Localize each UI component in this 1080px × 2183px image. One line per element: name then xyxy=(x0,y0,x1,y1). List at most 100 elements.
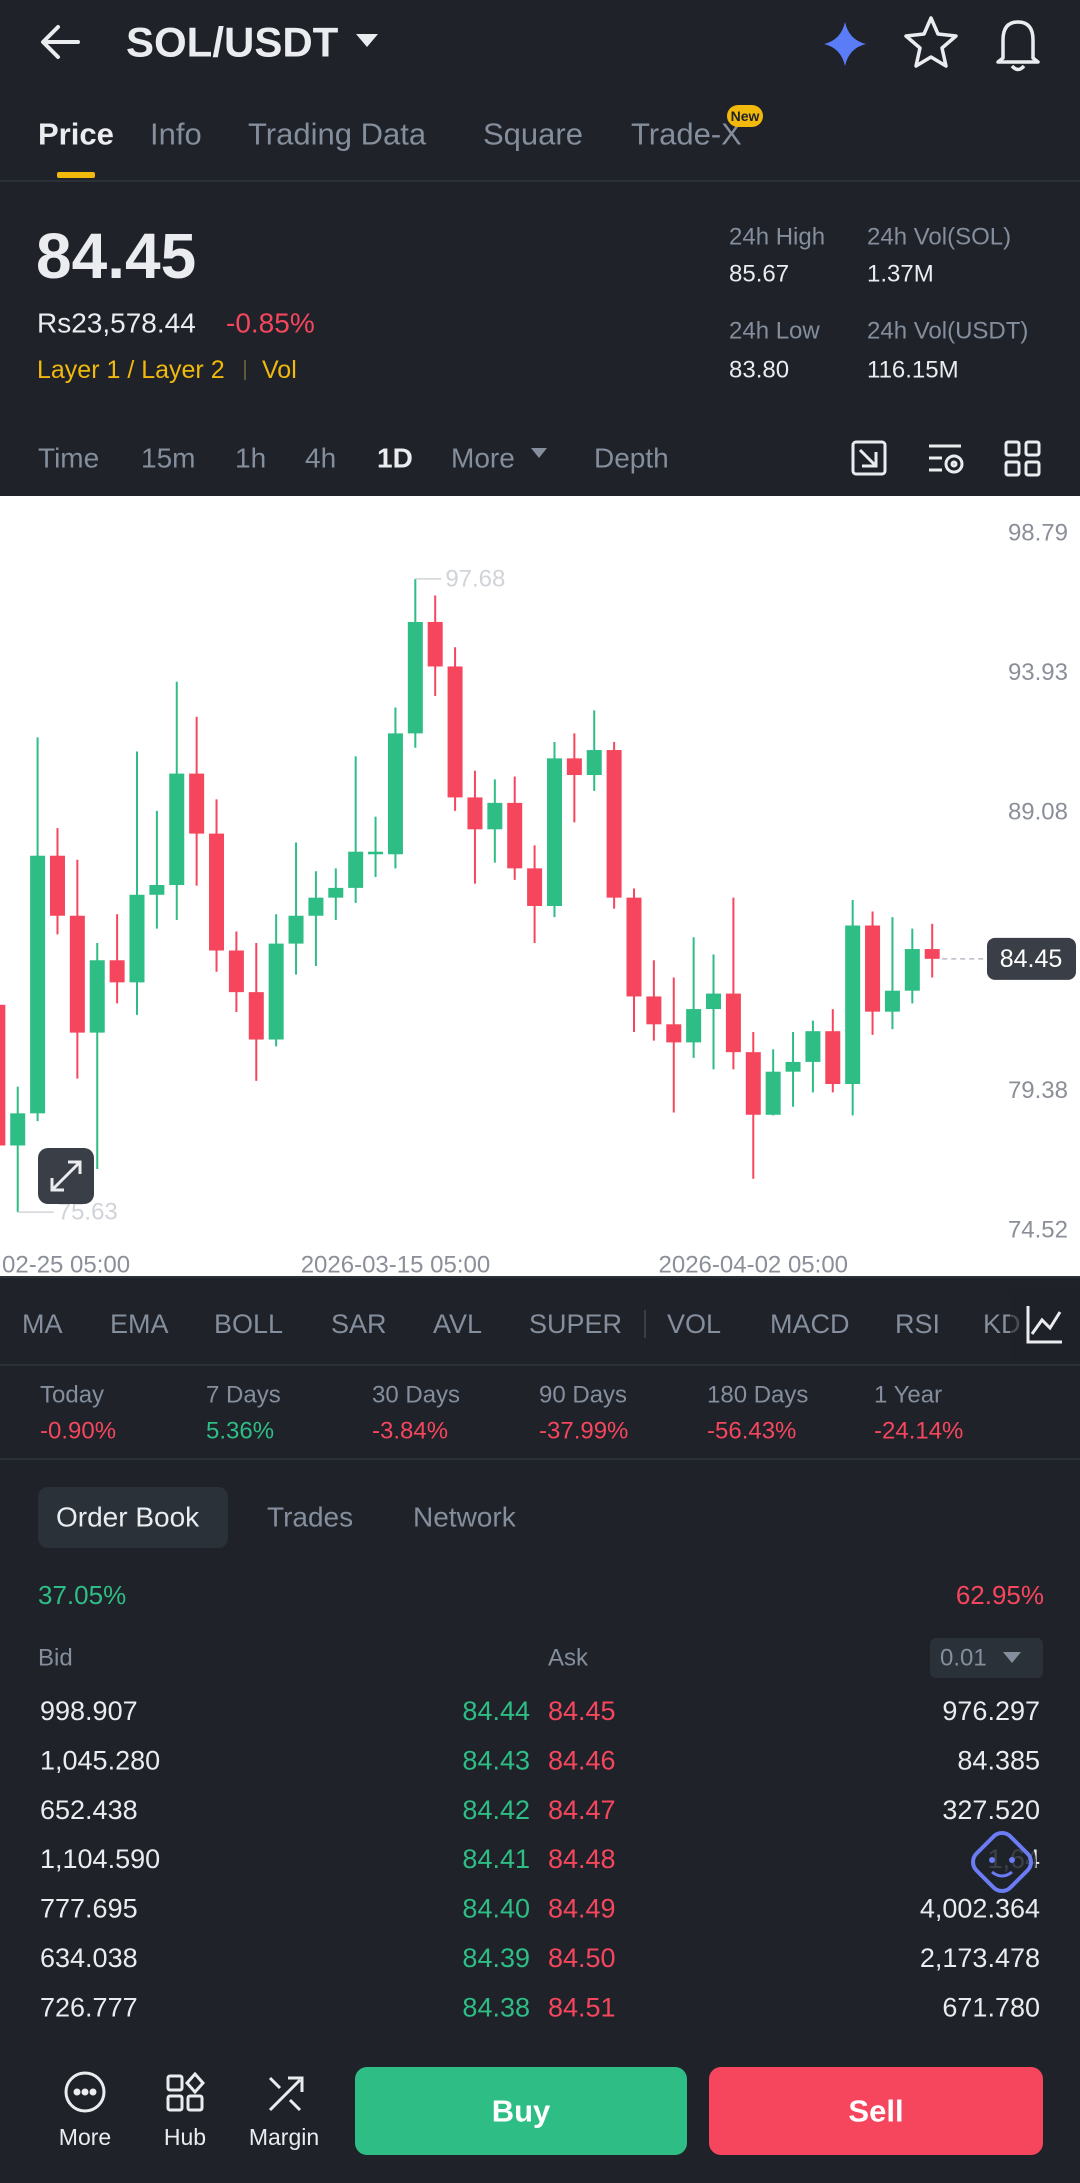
candle-body xyxy=(308,897,324,916)
tab[interactable]: Square xyxy=(483,117,583,152)
indicator[interactable]: SUPER xyxy=(529,1309,622,1339)
ask-qty: 327.520 xyxy=(942,1795,1040,1825)
bottom-label[interactable]: More xyxy=(59,2124,111,2150)
candle-body xyxy=(566,758,582,776)
indicator[interactable]: VOL xyxy=(667,1309,721,1339)
candle-body xyxy=(288,915,304,944)
y-tick-label: 98.79 xyxy=(1008,520,1068,547)
interval[interactable]: Depth xyxy=(594,443,669,474)
candle-body xyxy=(805,1031,821,1062)
tab[interactable]: Trade-X xyxy=(631,117,742,152)
order-tab[interactable]: Network xyxy=(413,1502,517,1533)
ask-qty: 4,002.364 xyxy=(920,1894,1040,1924)
sell-button[interactable] xyxy=(709,2067,1043,2155)
bid-price: 84.42 xyxy=(462,1795,530,1825)
x-tick-label: 2026-04-02 05:00 xyxy=(659,1252,849,1279)
stat-value: 83.80 xyxy=(729,357,789,384)
buy-button[interactable] xyxy=(355,2067,687,2155)
x-tick-label: 2026-03-15 05:00 xyxy=(301,1252,491,1279)
y-tick-label: 93.93 xyxy=(1008,659,1068,686)
indicator-settings-icon[interactable] xyxy=(1026,1306,1062,1344)
ask-qty: 671.780 xyxy=(942,1992,1040,2022)
stat-label: 24h Vol(SOL) xyxy=(867,224,1011,251)
candle-body xyxy=(924,949,940,959)
tab-underline xyxy=(57,172,95,178)
badge xyxy=(727,105,763,127)
bid-price: 84.38 xyxy=(462,1992,530,2022)
stat-value: 1.37M xyxy=(867,261,934,288)
candle-body xyxy=(686,1009,702,1043)
indicator[interactable]: SAR xyxy=(331,1309,387,1339)
candle-body xyxy=(387,733,403,855)
indicator[interactable]: EMA xyxy=(110,1309,169,1339)
tab[interactable]: Trading Data xyxy=(248,117,427,152)
interval[interactable]: More xyxy=(451,443,515,474)
order-tab[interactable]: Order Book xyxy=(56,1502,200,1533)
ai-icon[interactable] xyxy=(824,22,866,66)
candle-body xyxy=(248,992,264,1040)
favorite-icon[interactable] xyxy=(904,16,958,68)
price-change: -0.85% xyxy=(226,308,315,339)
candle-body xyxy=(69,915,85,1033)
bottom-label[interactable]: Margin xyxy=(249,2124,319,2150)
tool-icons[interactable] xyxy=(851,440,1041,477)
bid-qty: 726.777 xyxy=(40,1992,138,2022)
interval[interactable]: 15m xyxy=(141,443,195,474)
indicator-separator xyxy=(644,1310,646,1338)
candle-body xyxy=(89,960,105,1033)
interval[interactable]: 1h xyxy=(235,443,266,474)
back-button[interactable] xyxy=(41,25,80,59)
perf-label: 7 Days xyxy=(206,1382,281,1409)
tag[interactable]: Vol xyxy=(262,356,297,384)
interval[interactable]: 4h xyxy=(305,443,336,474)
interval[interactable]: Time xyxy=(38,443,99,474)
bid-price: 84.41 xyxy=(462,1844,530,1874)
ask-price: 84.50 xyxy=(548,1943,616,1973)
perf-label: 90 Days xyxy=(539,1382,627,1409)
pair-title[interactable]: SOL/USDT xyxy=(126,19,339,66)
candle-body xyxy=(626,897,642,997)
tag[interactable]: Layer 1 / Layer 2 xyxy=(37,356,225,384)
buy-label[interactable]: Buy xyxy=(492,2094,551,2129)
tab[interactable]: Info xyxy=(150,117,202,152)
candle-body xyxy=(368,851,384,855)
precision[interactable]: 0.01 xyxy=(940,1645,987,1672)
perf-value: 5.36% xyxy=(206,1418,274,1445)
bottom-icons xyxy=(64,2071,304,2113)
candle-body xyxy=(129,894,145,983)
tab-pill xyxy=(38,1487,228,1548)
bid-header: Bid xyxy=(38,1645,73,1672)
expand-button[interactable] xyxy=(38,1148,94,1204)
y-tick-label: 79.38 xyxy=(1008,1077,1068,1104)
pair-caret[interactable] xyxy=(356,34,378,47)
perf-value: -56.43% xyxy=(707,1418,796,1445)
assistant-button[interactable] xyxy=(968,1828,1036,1896)
indicator[interactable]: MACD xyxy=(770,1309,850,1339)
candle-body xyxy=(904,949,920,991)
candle-body xyxy=(527,868,543,906)
candle-body xyxy=(467,797,483,830)
ask-header: Ask xyxy=(548,1645,589,1672)
indicator[interactable]: BOLL xyxy=(214,1309,283,1339)
bell-icon[interactable] xyxy=(996,20,1040,72)
order-tab[interactable]: Trades xyxy=(267,1502,353,1533)
bid-price: 84.43 xyxy=(462,1745,530,1775)
candle-body xyxy=(666,1024,682,1043)
candle-body xyxy=(765,1071,781,1115)
divider xyxy=(0,180,1080,182)
indicator[interactable]: AVL xyxy=(433,1309,482,1339)
bottom-label[interactable]: Hub xyxy=(164,2124,206,2150)
tab[interactable]: Price xyxy=(38,117,114,152)
stat-value: 85.67 xyxy=(729,261,789,288)
indicator[interactable]: RSI xyxy=(895,1309,940,1339)
precision-caret xyxy=(1003,1652,1021,1663)
candle-body xyxy=(884,990,900,1012)
indicator[interactable]: MA xyxy=(22,1309,63,1339)
interval[interactable]: 1D xyxy=(377,443,413,474)
ask-qty: 84.385 xyxy=(957,1745,1040,1775)
candle-body xyxy=(189,773,205,834)
sell-label[interactable]: Sell xyxy=(848,2094,903,2129)
precision-select[interactable] xyxy=(930,1638,1043,1678)
bid-qty: 998.907 xyxy=(40,1696,138,1726)
